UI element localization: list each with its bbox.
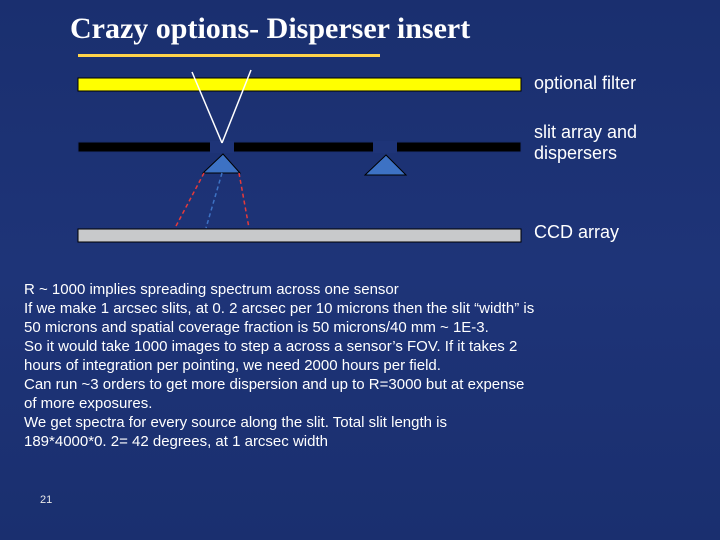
body-l3: 50 microns and spatial coverage fraction…: [24, 319, 489, 338]
body-l1: R ~ 1000 implies spreading spectrum acro…: [24, 281, 399, 300]
label-slit: slit array and dispersers: [534, 122, 637, 163]
slide: Crazy options- Disperser insert optional…: [0, 0, 720, 540]
prism-right: [365, 155, 406, 175]
body-l8: We get spectra for every source along th…: [24, 414, 447, 433]
slit-gap-1: [373, 141, 397, 153]
body-l7: of more exposures.: [24, 395, 152, 414]
ray-disp-1: [206, 173, 222, 228]
body-l4: So it would take 1000 images to step a a…: [24, 338, 517, 357]
slit-bar: [78, 142, 521, 152]
page-number: 21: [40, 494, 52, 506]
label-ccd: CCD array: [534, 222, 619, 243]
ray-disp-0: [175, 173, 204, 228]
label-filter: optional filter: [534, 73, 636, 94]
body-l6: Can run ~3 orders to get more dispersion…: [24, 376, 524, 395]
ray-disp-2: [239, 173, 249, 228]
body-l2: If we make 1 arcsec slits, at 0. 2 arcse…: [24, 300, 534, 319]
ccd-bar: [78, 229, 521, 242]
body-l9: 189*4000*0. 2= 42 degrees, at 1 arcsec w…: [24, 433, 328, 452]
body-l5: hours of integration per pointing, we ne…: [24, 357, 441, 376]
filter-bar: [78, 78, 521, 91]
prism-left: [203, 154, 240, 173]
